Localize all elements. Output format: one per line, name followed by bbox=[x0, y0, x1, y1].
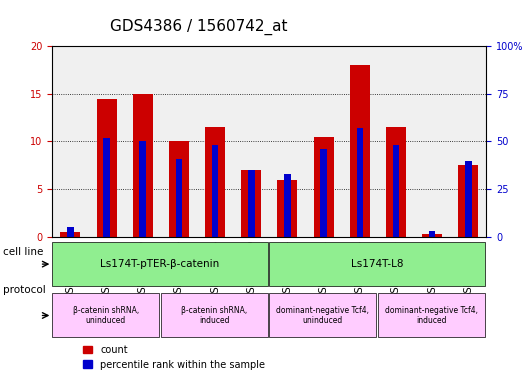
Bar bbox=[97, 99, 117, 237]
Text: dominant-negative Tcf4,
induced: dominant-negative Tcf4, induced bbox=[385, 306, 477, 325]
Text: GDS4386 / 1560742_at: GDS4386 / 1560742_at bbox=[110, 18, 288, 35]
Bar bbox=[248, 170, 255, 237]
FancyBboxPatch shape bbox=[161, 293, 268, 337]
Bar bbox=[314, 137, 334, 237]
FancyBboxPatch shape bbox=[52, 242, 268, 286]
Bar bbox=[205, 127, 225, 237]
Bar bbox=[393, 145, 399, 237]
Text: β-catenin shRNA,
induced: β-catenin shRNA, induced bbox=[181, 306, 247, 325]
Bar bbox=[465, 161, 472, 237]
Bar bbox=[284, 174, 291, 237]
Bar bbox=[169, 141, 189, 237]
Text: Ls174T-L8: Ls174T-L8 bbox=[351, 259, 403, 269]
Bar bbox=[67, 227, 74, 237]
Bar bbox=[176, 159, 182, 237]
Bar bbox=[278, 180, 298, 237]
Bar bbox=[241, 170, 261, 237]
Bar bbox=[429, 231, 435, 237]
Text: dominant-negative Tcf4,
uninduced: dominant-negative Tcf4, uninduced bbox=[276, 306, 369, 325]
Bar bbox=[133, 94, 153, 237]
Bar bbox=[350, 65, 370, 237]
FancyBboxPatch shape bbox=[378, 293, 485, 337]
Bar bbox=[458, 166, 478, 237]
Text: Ls174T-pTER-β-catenin: Ls174T-pTER-β-catenin bbox=[100, 259, 220, 269]
Bar bbox=[386, 127, 406, 237]
Text: cell line: cell line bbox=[3, 247, 43, 257]
Bar bbox=[140, 141, 146, 237]
Bar bbox=[61, 232, 81, 237]
Bar bbox=[357, 128, 363, 237]
Legend: count, percentile rank within the sample: count, percentile rank within the sample bbox=[79, 341, 269, 374]
Text: protocol: protocol bbox=[3, 285, 46, 295]
FancyBboxPatch shape bbox=[269, 293, 376, 337]
Bar bbox=[104, 138, 110, 237]
Bar bbox=[212, 145, 218, 237]
FancyBboxPatch shape bbox=[269, 242, 485, 286]
Text: β-catenin shRNA,
uninduced: β-catenin shRNA, uninduced bbox=[73, 306, 139, 325]
Bar bbox=[321, 149, 327, 237]
Bar bbox=[422, 234, 442, 237]
FancyBboxPatch shape bbox=[52, 293, 159, 337]
